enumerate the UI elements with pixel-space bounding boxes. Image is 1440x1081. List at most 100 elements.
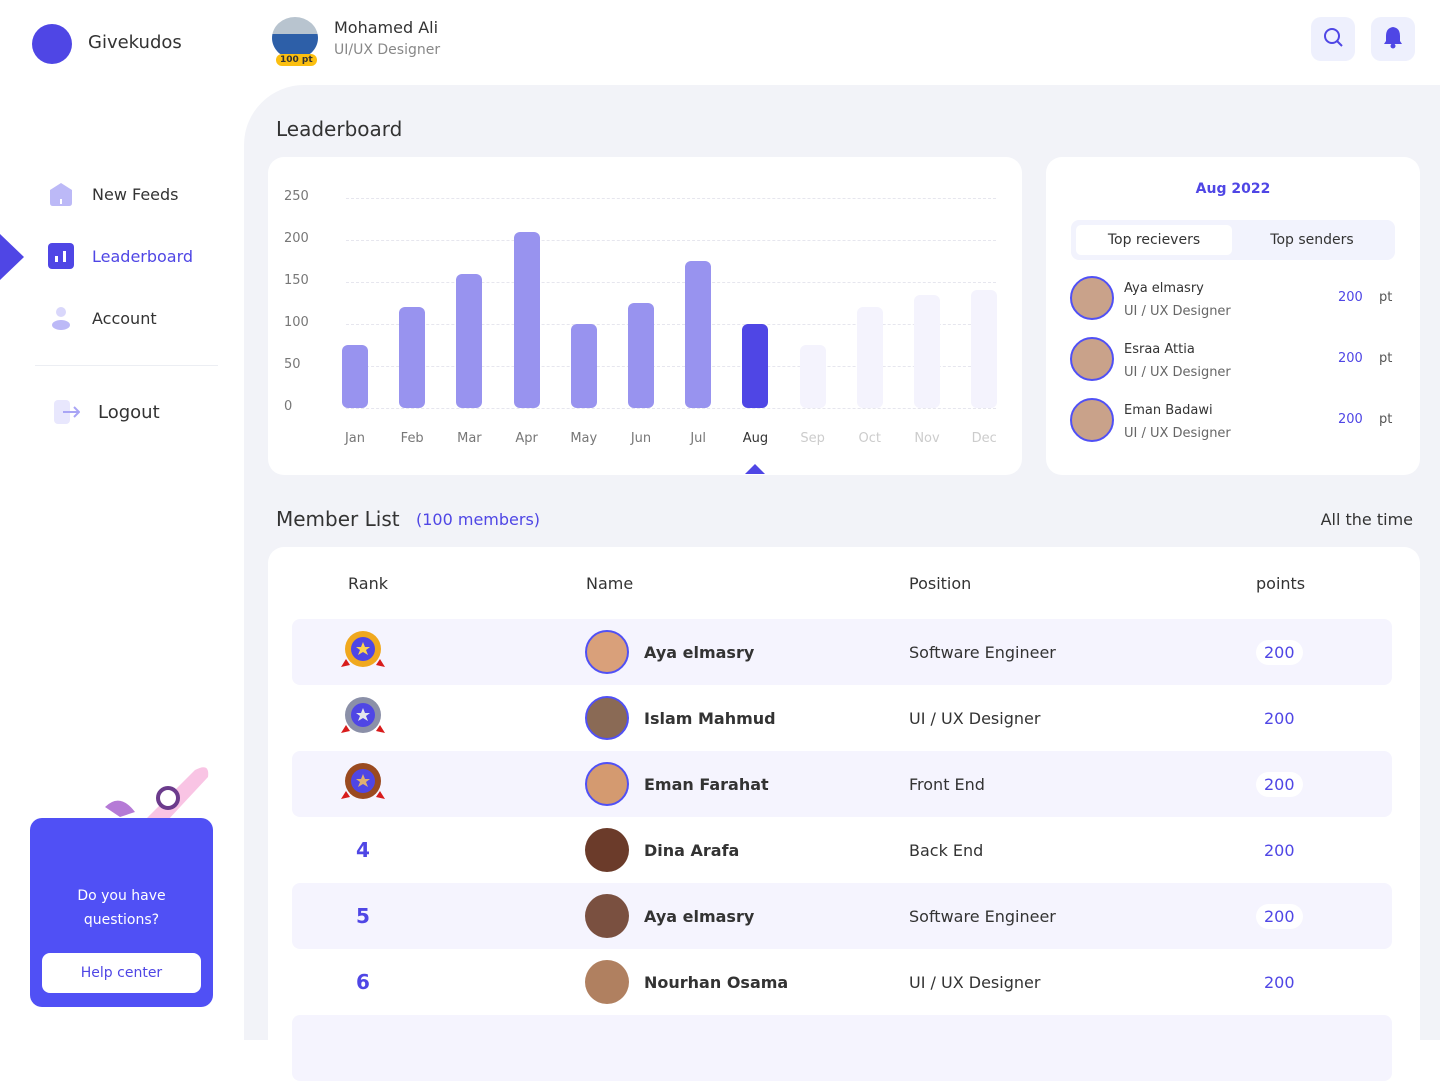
table-row[interactable]: Aya elmasry Software Engineer 200 (292, 619, 1392, 685)
table-row[interactable] (292, 1015, 1392, 1081)
time-filter[interactable]: All the time (1320, 510, 1413, 529)
member-name[interactable]: Dina Arafa (644, 840, 740, 860)
help-text: Do you have (77, 888, 166, 904)
help-text: questions? (83, 912, 160, 928)
member-position: Software Engineer (909, 906, 1056, 926)
selected-month-indicator (745, 464, 766, 474)
member-position: Back End (909, 840, 984, 860)
column-name: Name (586, 574, 634, 593)
person-points: 200 (1338, 351, 1363, 366)
bar-may[interactable] (570, 324, 597, 408)
member-name[interactable]: Eman Farahat (644, 774, 769, 794)
avatar[interactable] (585, 630, 629, 674)
sidebar-divider (35, 365, 218, 366)
sidebar-item-label: Account (92, 308, 157, 328)
x-tick-label[interactable]: Aug (742, 431, 769, 446)
gold-medal-icon (338, 629, 388, 675)
gridline (346, 408, 996, 409)
avatar[interactable] (585, 894, 629, 938)
gridline (346, 198, 996, 199)
points-pill: 200 (1256, 705, 1303, 731)
person-name: Eman Badawi (1124, 403, 1213, 418)
member-name[interactable]: Nourhan Osama (644, 972, 789, 992)
person-points: 200 (1338, 290, 1363, 305)
column-rank: Rank (348, 574, 388, 593)
person-name: Aya elmasry (1124, 281, 1204, 296)
avatar[interactable] (585, 960, 629, 1004)
column-position: Position (909, 574, 972, 593)
x-tick-label[interactable]: Jun (630, 431, 652, 446)
avatar[interactable] (1070, 276, 1114, 320)
user-role: UI/UX Designer (334, 42, 441, 58)
x-tick-label[interactable]: Apr (515, 431, 538, 446)
x-tick-label[interactable]: Oct (858, 431, 882, 446)
active-nav-marker (0, 234, 24, 280)
points-pill: 200 (1256, 837, 1303, 863)
page-title: Leaderboard (276, 117, 403, 141)
points-unit: pt (1379, 412, 1393, 427)
table-row[interactable]: 4 Dina Arafa Back End 200 (292, 817, 1392, 883)
x-tick-label[interactable]: Sep (800, 431, 825, 446)
logout-icon (54, 399, 80, 425)
avatar[interactable] (272, 17, 318, 59)
x-tick-label[interactable]: Jan (344, 431, 366, 446)
table-row[interactable]: 5 Aya elmasry Software Engineer 200 (292, 883, 1392, 949)
bar-jul[interactable] (685, 261, 712, 408)
avatar[interactable] (585, 828, 629, 872)
bar-dec[interactable] (971, 290, 998, 408)
rank-number: 4 (356, 838, 370, 862)
points-pill: 200 (1256, 771, 1303, 797)
y-tick-label: 250 (284, 189, 309, 204)
points-pill: 200 (1256, 969, 1303, 995)
points-unit: pt (1379, 351, 1393, 366)
logout-button[interactable]: Logout (54, 399, 160, 425)
app-name: Givekudos (88, 32, 182, 53)
x-tick-label[interactable]: May (570, 431, 598, 446)
x-tick-label[interactable]: Dec (971, 431, 997, 446)
x-tick-label[interactable]: Feb (400, 431, 424, 446)
avatar[interactable] (1070, 337, 1114, 381)
y-tick-label: 200 (284, 231, 309, 246)
avatar[interactable] (585, 696, 629, 740)
bar-sep[interactable] (799, 345, 826, 408)
period-label[interactable]: Aug 2022 (1195, 181, 1271, 197)
bar-mar[interactable] (456, 273, 483, 408)
x-tick-label[interactable]: Mar (457, 431, 482, 446)
search-icon (1322, 26, 1344, 52)
member-count: (100 members) (416, 510, 541, 529)
table-row[interactable]: Eman Farahat Front End 200 (292, 751, 1392, 817)
bar-nov[interactable] (914, 294, 940, 408)
logout-label: Logout (98, 401, 160, 423)
avatar[interactable] (1070, 398, 1114, 442)
sidebar-item-new-feeds[interactable]: New Feeds (48, 181, 179, 207)
member-name[interactable]: Aya elmasry (644, 642, 755, 662)
user-name: Mohamed Ali (334, 18, 439, 37)
help-center-button[interactable]: Help center (42, 953, 201, 993)
x-tick-label[interactable]: Jul (690, 431, 707, 446)
bar-jan[interactable] (342, 345, 368, 408)
notifications-button[interactable] (1371, 17, 1415, 61)
search-button[interactable] (1311, 17, 1355, 61)
tab-top-senders[interactable]: Top senders (1270, 232, 1354, 248)
chart-icon (48, 243, 74, 269)
home-icon (48, 181, 74, 207)
tab-top-receivers[interactable]: Top recievers (1076, 225, 1232, 255)
x-tick-label[interactable]: Nov (914, 431, 940, 446)
table-row[interactable]: 6 Nourhan Osama UI / UX Designer 200 (292, 949, 1392, 1015)
points-unit: pt (1379, 290, 1393, 305)
person-role: UI / UX Designer (1124, 304, 1231, 319)
bar-feb[interactable] (399, 307, 426, 408)
member-name[interactable]: Islam Mahmud (644, 708, 776, 728)
table-row[interactable]: Islam Mahmud UI / UX Designer 200 (292, 685, 1392, 751)
sidebar-item-leaderboard[interactable]: Leaderboard (48, 243, 193, 269)
sidebar-item-account[interactable]: Account (48, 305, 157, 331)
bar-apr[interactable] (513, 231, 540, 408)
bar-aug[interactable] (742, 324, 769, 408)
avatar[interactable] (585, 762, 629, 806)
bar-oct[interactable] (856, 307, 883, 408)
column-points: points (1256, 574, 1306, 593)
bar-jun[interactable] (628, 303, 654, 408)
points-badge: 100 pt (276, 54, 317, 66)
member-position: Front End (909, 774, 985, 794)
member-name[interactable]: Aya elmasry (644, 906, 755, 926)
